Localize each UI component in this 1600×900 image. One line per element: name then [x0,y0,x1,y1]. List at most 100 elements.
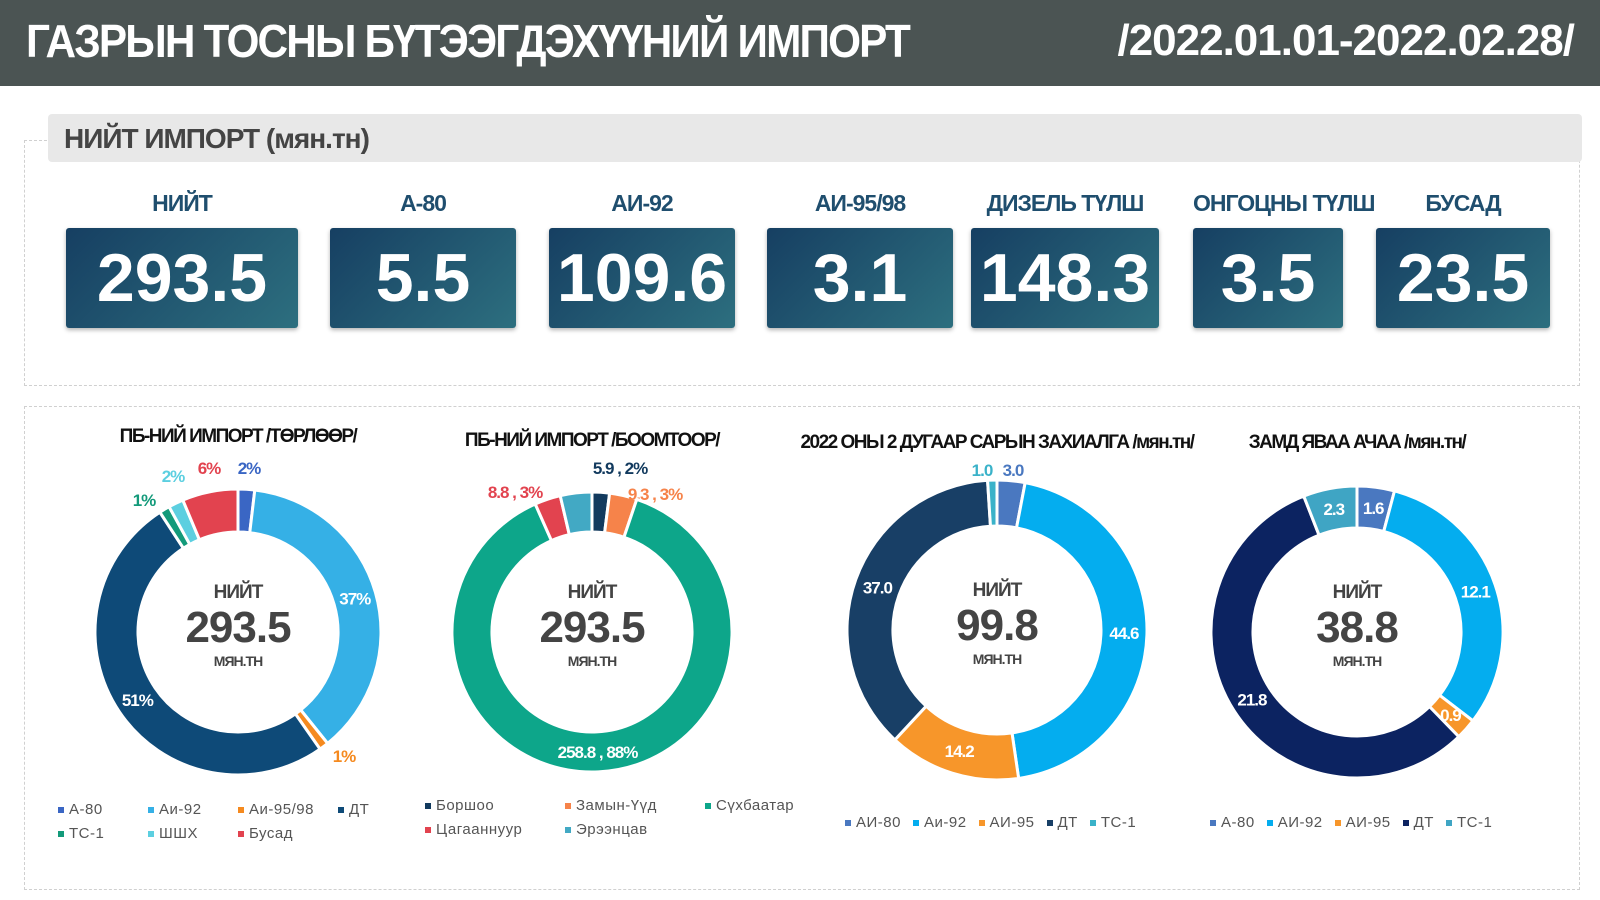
legend-label: Эрээнцав [576,821,648,838]
donut-slice [180,487,240,542]
legend-item: ДТ [1046,813,1078,833]
slice-label: 21.8 [1237,691,1267,710]
donut-center-unit: МЯН.ТН [973,651,1022,667]
donut-slice [845,478,993,742]
legend-swatch [1266,820,1273,827]
legend-label: Сүхбаатар [716,797,795,814]
legend-label: А-80 [69,801,103,818]
chart-title: ЗАМД ЯВАА АЧАА /мян.тн/ [1248,432,1467,453]
kpi-label: АИ-95/98 [814,190,906,216]
legend-item: Аи-92 [912,813,967,833]
kpi-card: АИ-95/98 3.1 [767,190,953,328]
legend-item: Аи-95/98 [238,800,338,820]
donut-center-unit: МЯН.ТН [1333,653,1382,669]
summary-title: НИЙТ ИМПОРТ (мян.тн) [64,123,370,154]
legend-swatch [1445,820,1452,827]
kpi-label: БУСАД [1425,190,1501,216]
slice-label: 14.2 [945,742,975,761]
legend-item: ТС-1 [1089,813,1137,833]
slice-label: 8.8 , 3% [488,483,543,502]
kpi-card: ДИЗЕЛЬ ТҮЛШ 148.3 [971,190,1159,328]
legend-item: ТС-1 [1445,813,1492,833]
legend-swatch [912,820,919,827]
legend-swatch [58,807,64,814]
legend-label: ТС-1 [69,825,105,842]
legend-swatch [1210,820,1216,827]
legend-swatch [1402,820,1409,827]
legend-item: АИ-80 [845,813,901,833]
legend-swatch [425,827,431,834]
legend-label: Цагааннуур [436,821,523,838]
donut-center-label: НИЙТ [973,579,1023,601]
slice-label: 0.9 [1440,706,1461,725]
legend-label: ДТ [349,801,370,818]
slice-label: 37.0 [863,578,893,597]
chart-title: 2022 ОНЫ 2 ДУГААР САРЫН ЗАХИАЛГА /мян.тн… [800,432,1195,453]
slice-label: 9.3 , 3% [628,485,683,504]
donut-slice [1381,489,1505,723]
donut-center-label: НИЙТ [1333,581,1383,603]
legend-item: АИ-95 [1334,813,1391,833]
kpi-value: 5.5 [330,228,516,328]
kpi-label: АИ-92 [611,190,673,216]
page-title: ГАЗРЫН ТОСНЫ БҮТЭЭГДЭХҮҮНИЙ ИМПОРТ [26,15,911,67]
kpi-value: 23.5 [1376,228,1550,328]
chart-legend: Боршоо Замын-Үүд Сүхбаатар Цагааннуур Эрээнц… [425,796,845,840]
legend-label: Бусад [249,825,293,842]
slice-label: 5.9 , 2% [593,459,648,478]
legend-swatch [565,803,571,810]
kpi-card: АИ-92 109.6 [549,190,735,328]
legend-label: ТС-1 [1100,814,1137,831]
donut-center-unit: МЯН.ТН [214,653,263,669]
kpi-card: НИЙТ 293.5 [66,190,298,328]
slice-label: 1% [133,491,156,510]
period: /2022.01.01-2022.02.28/ [1117,16,1575,65]
legend-item: Эрээнцав [565,820,705,840]
legend-label: АИ-95 [1345,814,1391,831]
legend-item: ДТ [338,800,388,820]
legend-swatch [238,831,244,838]
slice-label: 51% [122,691,154,710]
kpi-value: 148.3 [971,228,1159,328]
legend-item: Цагааннуур [425,820,565,840]
slice-label: 12.1 [1461,583,1491,602]
kpi-card: БУСАД 23.5 [1376,190,1550,328]
donut-center-label: НИЙТ [214,581,264,603]
chart-legend: АИ-80 Аи-92 АИ-95 ДТ ТС-1 [845,813,1136,833]
donut-slice [93,510,323,777]
donut-slice [1301,484,1359,538]
legend-swatch [238,807,244,814]
legend-item: Замын-Үүд [565,796,705,816]
chart-legend: А-80 АИ-92 АИ-95 ДТ ТС-1 [1210,813,1492,833]
legend-item: ТС-1 [58,824,148,844]
legend-swatch [58,831,64,838]
slice-label: 2.3 [1323,500,1344,519]
chart-legend: А-80 Аи-92 Аи-95/98 ДТ ТС-1 ШШХ Бусад [58,800,388,844]
legend-label: ДТ [1057,814,1078,831]
legend-item: ДТ [1402,813,1434,833]
header: ГАЗРЫН ТОСНЫ БҮТЭЭГДЭХҮҮНИЙ ИМПОРТ /2022… [0,0,1600,86]
donut-slice [1010,480,1149,781]
slice-label: 3.0 [1003,461,1024,480]
kpi-value: 3.1 [767,228,953,328]
legend-item: Бусад [238,824,338,844]
legend-label: А-80 [1221,814,1255,831]
slice-label: 1% [333,747,356,766]
slice-label: 44.6 [1109,624,1139,643]
legend-label: Аи-95/98 [249,801,314,818]
legend-label: Аи-92 [923,814,967,831]
kpi-value: 3.5 [1193,228,1343,328]
slice-label: 37% [339,589,371,608]
kpi-value: 293.5 [66,228,298,328]
legend-label: Аи-92 [159,801,202,818]
kpi-label: А-80 [400,190,447,216]
chart-title: ПБ-НИЙ ИМПОРТ /ТӨРЛӨӨР/ [119,426,358,447]
legend-item: Сүхбаатар [705,796,845,816]
donut-center-value: 38.8 [1316,603,1398,652]
legend-label: АИ-95 [989,814,1035,831]
legend-swatch [1334,820,1341,827]
summary-title-bar: НИЙТ ИМПОРТ (мян.тн) [48,114,1582,162]
legend-label: ДТ [1413,814,1434,831]
legend-item: А-80 [1210,813,1255,833]
slice-label: 1.0 [972,461,993,480]
